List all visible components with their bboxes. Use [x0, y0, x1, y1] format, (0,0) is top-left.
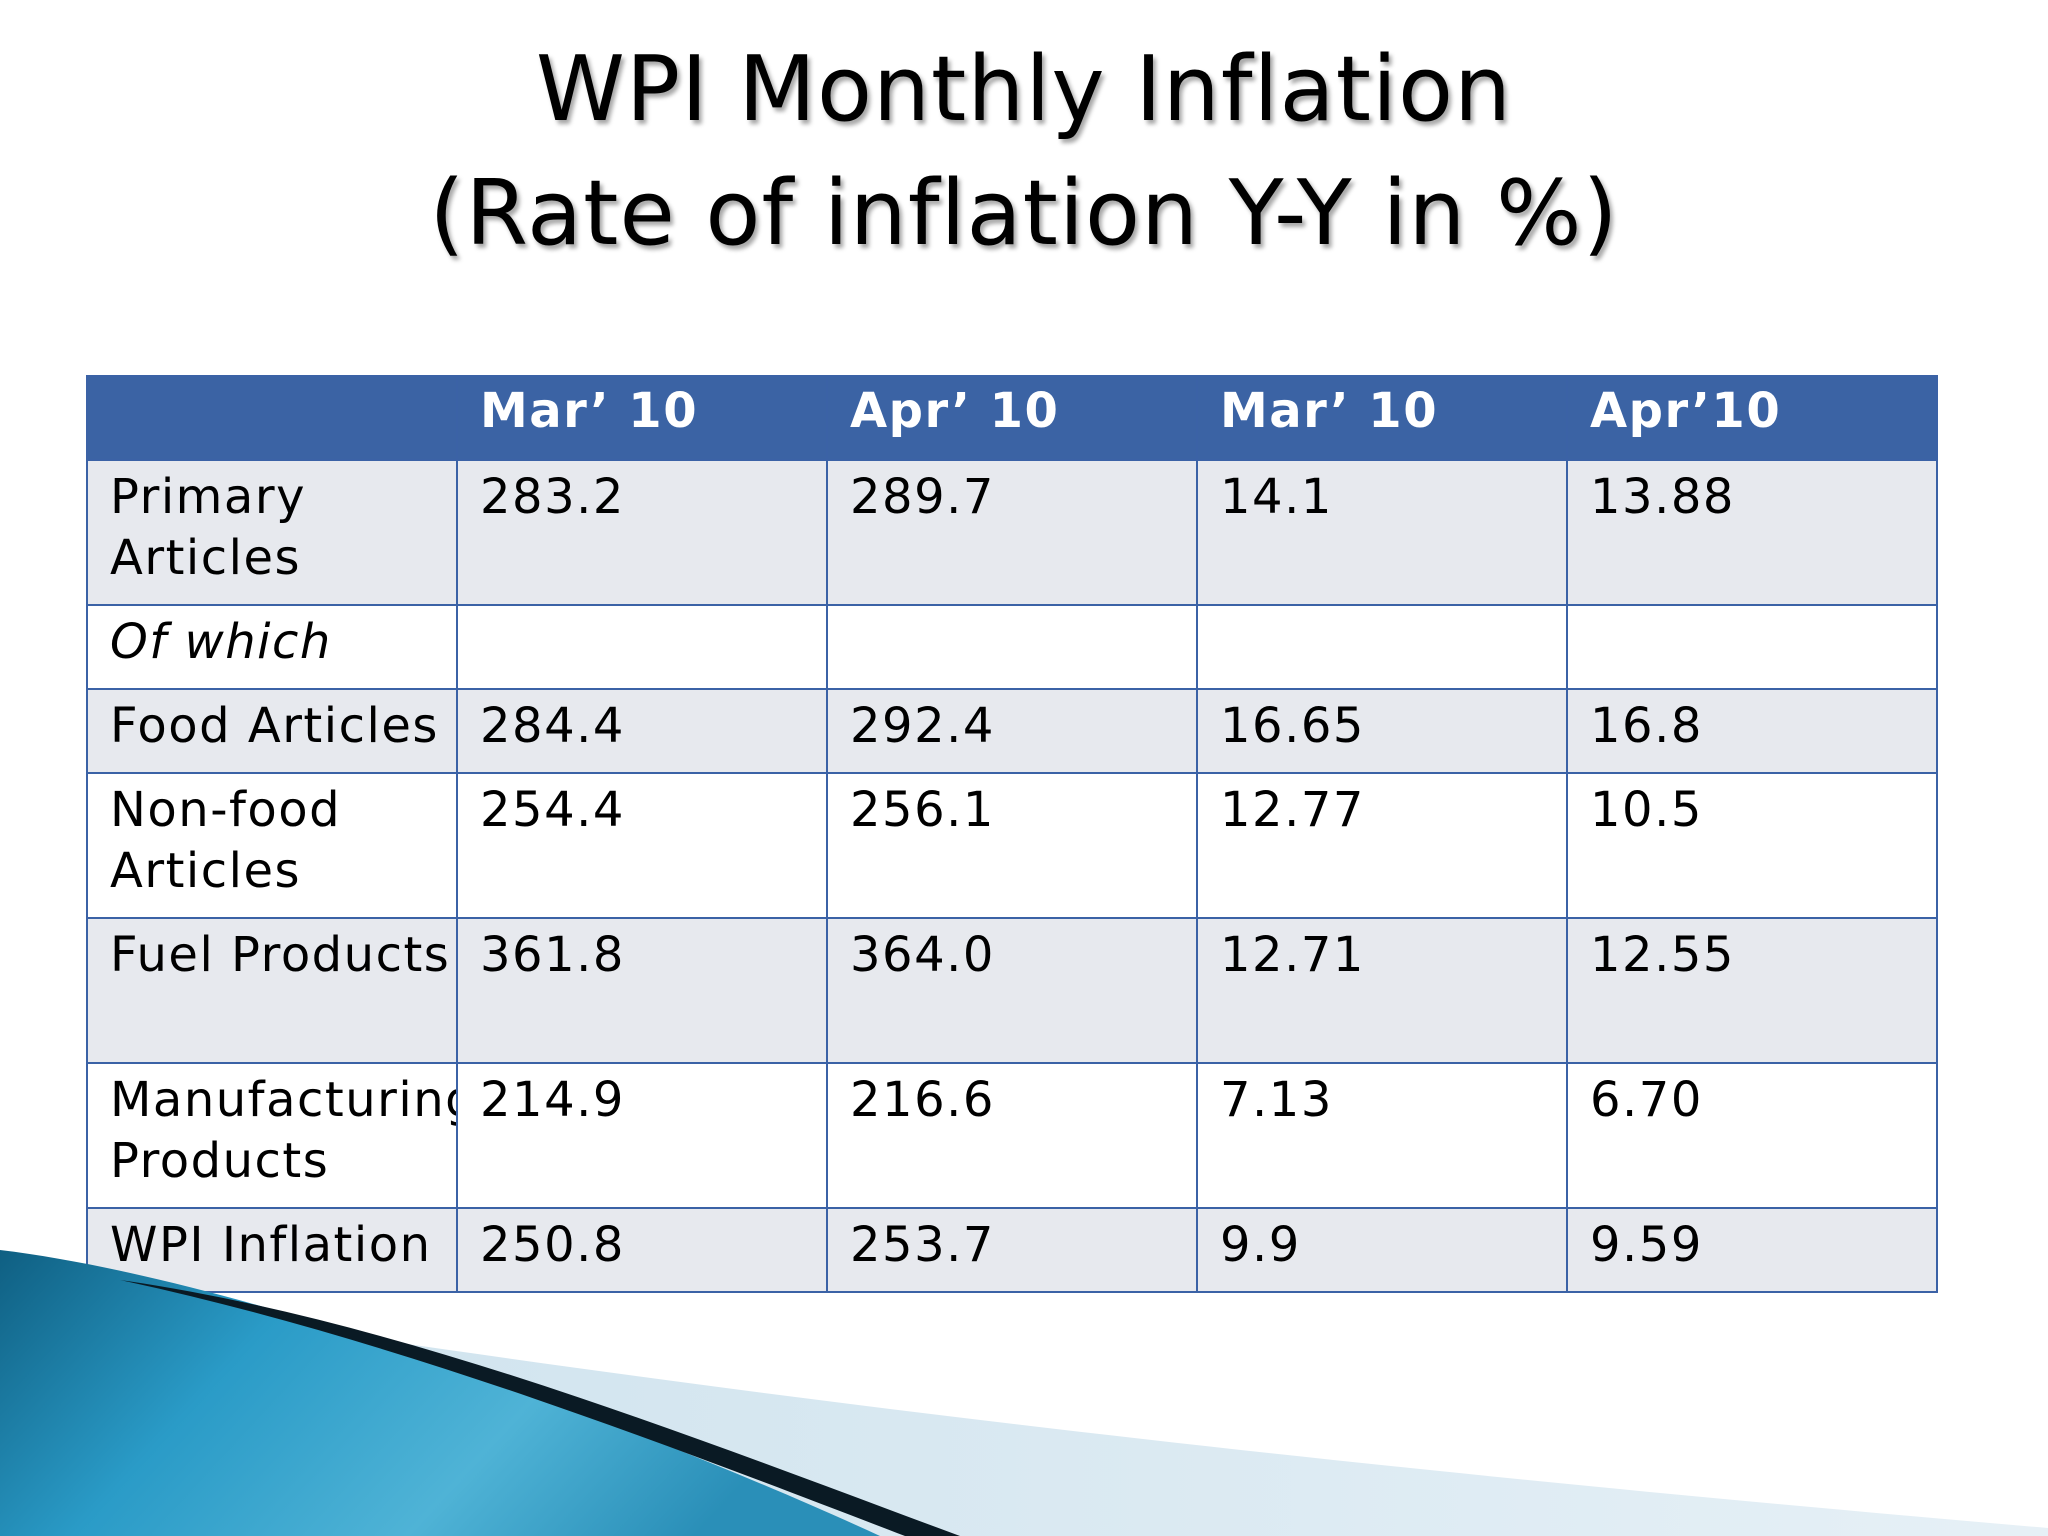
table-cell: 216.6: [826, 1062, 1198, 1209]
table-cell: 289.7: [826, 459, 1198, 606]
table-row: Manufacturing Products 214.9 216.6 7.13 …: [86, 1062, 1938, 1209]
row-label: Manufacturing Products: [86, 1062, 458, 1209]
table-cell: 14.1: [1196, 459, 1568, 606]
row-label: Primary Articles: [86, 459, 458, 606]
table-row: Fuel Products 361.8 364.0 12.71 12.55: [86, 917, 1938, 1064]
row-label: Fuel Products: [86, 917, 458, 1064]
table-cell: 13.88: [1566, 459, 1938, 606]
table-cell: 254.4: [456, 772, 828, 919]
header-cell-apr10-index: Apr’ 10: [826, 375, 1198, 461]
table-cell: 16.65: [1196, 688, 1568, 774]
header-cell-empty: [86, 375, 458, 461]
table-cell: 364.0: [826, 917, 1198, 1064]
row-label: Non-food Articles: [86, 772, 458, 919]
table-cell: 6.70: [1566, 1062, 1938, 1209]
table-cell: [1196, 604, 1568, 690]
header-cell-mar10-index: Mar’ 10: [456, 375, 828, 461]
table-cell: 214.9: [456, 1062, 828, 1209]
table-cell: 12.77: [1196, 772, 1568, 919]
row-label: Food Articles: [86, 688, 458, 774]
table-header-row: Mar’ 10 Apr’ 10 Mar’ 10 Apr’10: [86, 375, 1938, 461]
row-label: Of which: [86, 604, 458, 690]
table-cell: 283.2: [456, 459, 828, 606]
slide-title-line-1: WPI Monthly Inflation: [535, 37, 1513, 142]
table-cell: [456, 604, 828, 690]
table-cell: 250.8: [456, 1207, 828, 1293]
table-cell: 12.55: [1566, 917, 1938, 1064]
table-cell: 9.59: [1566, 1207, 1938, 1293]
table-row: Non-food Articles 254.4 256.1 12.77 10.5: [86, 772, 1938, 919]
table-cell: 12.71: [1196, 917, 1568, 1064]
slide-title-line-2: (Rate of inflation Y-Y in %): [429, 161, 1619, 266]
table-cell: 7.13: [1196, 1062, 1568, 1209]
header-cell-mar10-rate: Mar’ 10: [1196, 375, 1568, 461]
table-row: Primary Articles 283.2 289.7 14.1 13.88: [86, 459, 1938, 606]
wpi-inflation-table: Mar’ 10 Apr’ 10 Mar’ 10 Apr’10 Primary A…: [86, 375, 1938, 1293]
header-cell-apr10-rate: Apr’10: [1566, 375, 1938, 461]
table-cell: 253.7: [826, 1207, 1198, 1293]
table-row: Food Articles 284.4 292.4 16.65 16.8: [86, 688, 1938, 774]
table-cell: [1566, 604, 1938, 690]
table-cell: 16.8: [1566, 688, 1938, 774]
table-cell: 256.1: [826, 772, 1198, 919]
swoosh-teal-wedge: [0, 1250, 880, 1536]
table-cell: 292.4: [826, 688, 1198, 774]
table-cell: [826, 604, 1198, 690]
slide-title: WPI Monthly Inflation (Rate of inflation…: [0, 28, 2048, 276]
table-cell: 10.5: [1566, 772, 1938, 919]
slide-decoration-swoosh: [0, 1250, 2048, 1536]
table-cell: 9.9: [1196, 1207, 1568, 1293]
table-cell: 284.4: [456, 688, 828, 774]
table-row: Of which: [86, 604, 1938, 690]
swoosh-dark-stripe: [120, 1280, 960, 1536]
table-cell: 361.8: [456, 917, 828, 1064]
